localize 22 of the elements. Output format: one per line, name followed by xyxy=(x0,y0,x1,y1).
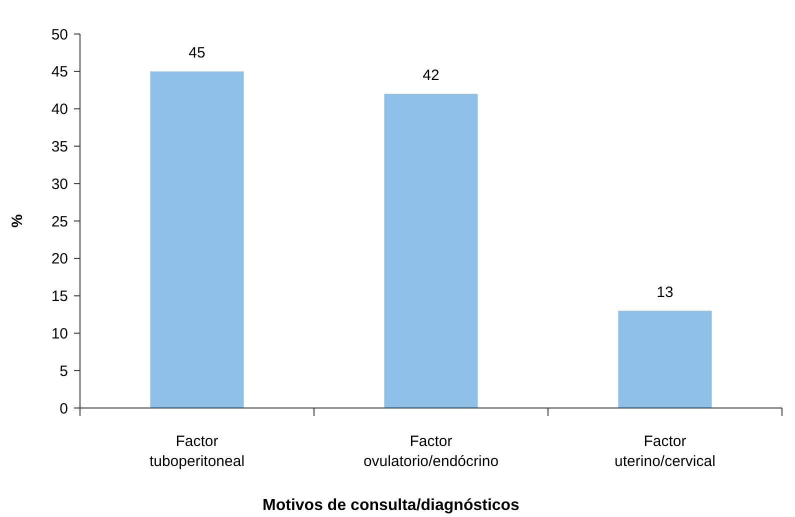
x-tick-label: Factor tuboperitoneal xyxy=(149,433,245,470)
x-tick-label: Factor uterino/cervical xyxy=(614,433,716,470)
y-tick-label: 40 xyxy=(51,101,68,118)
x-axis-title: Motivos de consulta/diagnósticos xyxy=(262,497,520,514)
data-label: 13 xyxy=(656,284,674,301)
y-tick-label: 45 xyxy=(51,64,68,81)
bar xyxy=(150,71,244,408)
bar xyxy=(618,310,712,408)
y-tick-label: 0 xyxy=(60,400,68,418)
y-tick-label: 50 xyxy=(51,26,68,44)
y-tick-label: 35 xyxy=(51,138,68,156)
y-tick-label: 20 xyxy=(51,250,68,268)
y-tick-label: 15 xyxy=(51,288,68,306)
x-tick-label: Factor ovulatorio/endócrino xyxy=(363,433,499,470)
y-axis-title: % xyxy=(9,214,26,228)
y-tick-label: 25 xyxy=(51,213,68,230)
y-tick-label: 5 xyxy=(60,362,68,380)
y-tick-label: 30 xyxy=(51,176,68,193)
y-tick-label: 10 xyxy=(51,325,68,342)
data-label: 45 xyxy=(188,44,206,62)
data-label: 42 xyxy=(422,66,440,84)
bar xyxy=(384,94,478,408)
